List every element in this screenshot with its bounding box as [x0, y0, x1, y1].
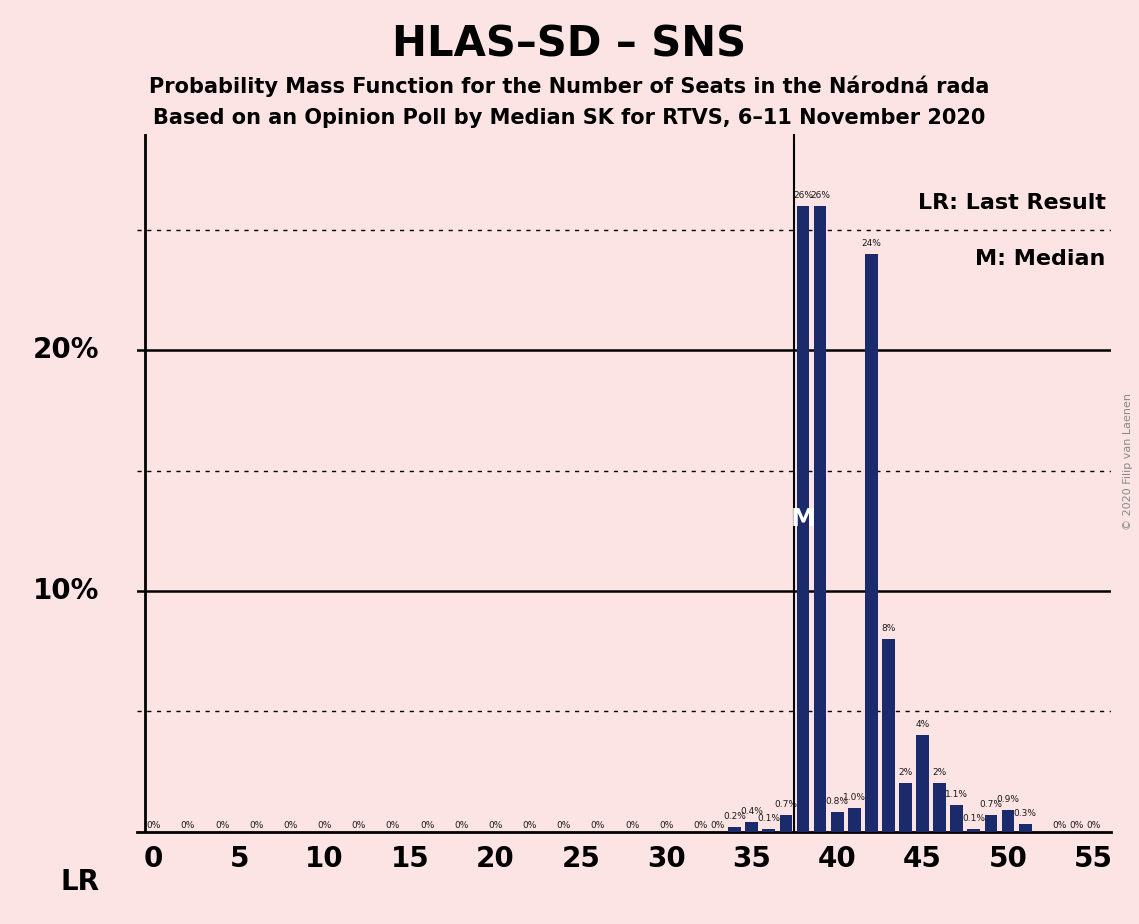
Text: 0.4%: 0.4%: [740, 807, 763, 816]
Bar: [1001, 810, 1015, 832]
Text: 10%: 10%: [33, 578, 99, 605]
Text: © 2020 Filip van Laenen: © 2020 Filip van Laenen: [1123, 394, 1133, 530]
Bar: [899, 784, 912, 832]
Bar: [916, 736, 929, 832]
Text: Probability Mass Function for the Number of Seats in the Národná rada: Probability Mass Function for the Number…: [149, 76, 990, 97]
Bar: [762, 829, 776, 832]
Text: LR: LR: [60, 868, 99, 895]
Bar: [728, 827, 741, 832]
Text: 0%: 0%: [557, 821, 571, 831]
Text: 0%: 0%: [215, 821, 229, 831]
Text: 26%: 26%: [793, 191, 813, 201]
Text: 0%: 0%: [249, 821, 263, 831]
Text: 8%: 8%: [882, 624, 895, 633]
Text: 0%: 0%: [147, 821, 161, 831]
Text: HLAS–SD – SNS: HLAS–SD – SNS: [393, 23, 746, 65]
Text: 0%: 0%: [454, 821, 468, 831]
Bar: [745, 822, 759, 832]
Text: 24%: 24%: [861, 239, 882, 249]
Text: 0%: 0%: [1052, 821, 1066, 831]
Bar: [813, 206, 827, 832]
Text: 20%: 20%: [33, 336, 99, 364]
Text: 1.1%: 1.1%: [945, 790, 968, 799]
Bar: [950, 805, 964, 832]
Bar: [882, 639, 895, 832]
Bar: [796, 206, 810, 832]
Text: 0%: 0%: [386, 821, 400, 831]
Text: 0%: 0%: [489, 821, 502, 831]
Text: 1.0%: 1.0%: [843, 793, 866, 801]
Text: 0%: 0%: [659, 821, 673, 831]
Text: 0%: 0%: [1087, 821, 1100, 831]
Text: 0%: 0%: [591, 821, 605, 831]
Text: Based on an Opinion Poll by Median SK for RTVS, 6–11 November 2020: Based on an Opinion Poll by Median SK fo…: [154, 108, 985, 128]
Text: 0%: 0%: [711, 821, 724, 831]
Text: M: M: [790, 507, 816, 531]
Bar: [865, 254, 878, 832]
Bar: [933, 784, 947, 832]
Text: 0%: 0%: [694, 821, 707, 831]
Bar: [967, 829, 981, 832]
Bar: [1018, 824, 1032, 832]
Text: 0%: 0%: [318, 821, 331, 831]
Text: 0.7%: 0.7%: [980, 800, 1002, 808]
Text: 0.1%: 0.1%: [757, 814, 780, 823]
Text: M: Median: M: Median: [975, 249, 1106, 269]
Text: 0%: 0%: [625, 821, 639, 831]
Text: 0.3%: 0.3%: [1014, 809, 1036, 819]
Text: 0%: 0%: [284, 821, 297, 831]
Text: LR: Last Result: LR: Last Result: [918, 193, 1106, 213]
Bar: [847, 808, 861, 832]
Bar: [779, 815, 793, 832]
Text: 0%: 0%: [1070, 821, 1083, 831]
Text: 4%: 4%: [916, 721, 929, 729]
Text: 0.2%: 0.2%: [723, 812, 746, 821]
Text: 0.9%: 0.9%: [997, 795, 1019, 804]
Text: 0%: 0%: [181, 821, 195, 831]
Text: 0%: 0%: [523, 821, 536, 831]
Text: 0.1%: 0.1%: [962, 814, 985, 823]
Text: 2%: 2%: [933, 769, 947, 777]
Bar: [984, 815, 998, 832]
Text: 0.8%: 0.8%: [826, 797, 849, 807]
Text: 0%: 0%: [352, 821, 366, 831]
Bar: [830, 812, 844, 832]
Text: 0%: 0%: [420, 821, 434, 831]
Text: 26%: 26%: [810, 191, 830, 201]
Text: 2%: 2%: [899, 769, 912, 777]
Text: 0.7%: 0.7%: [775, 800, 797, 808]
